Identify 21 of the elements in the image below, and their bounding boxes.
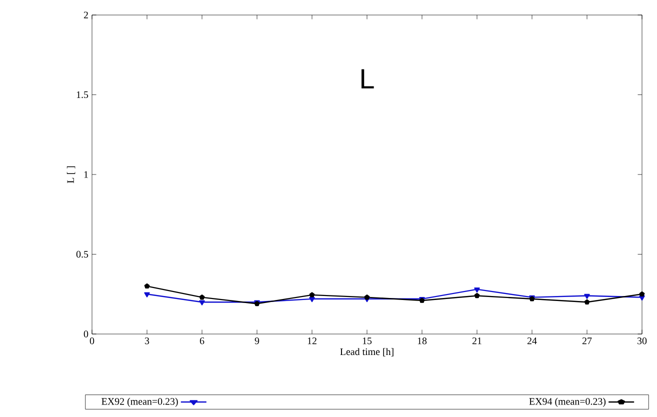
x-tick-label: 15 bbox=[362, 338, 372, 344]
legend-label: EX92 (mean=0.23) bbox=[102, 398, 178, 407]
y-tick-label: 1.5 bbox=[76, 91, 88, 98]
y-tick-label: 1 bbox=[84, 171, 88, 178]
x-tick-label: 18 bbox=[418, 338, 427, 344]
y-tick-label: 0 bbox=[84, 330, 88, 338]
x-axis-title: Lead time [h] bbox=[340, 348, 394, 356]
y-tick-label: 2 bbox=[84, 12, 88, 18]
x-tick-label: 0 bbox=[90, 338, 94, 344]
annotation: L bbox=[362, 69, 374, 88]
x-tick-label: 12 bbox=[308, 338, 316, 344]
x-tick-label: 3 bbox=[144, 338, 150, 344]
x-tick-label: 21 bbox=[472, 338, 482, 344]
y-tick-label: 0.5 bbox=[76, 250, 88, 258]
y-axis-title: L [ ] bbox=[66, 166, 76, 184]
x-tick-label: 6 bbox=[200, 338, 204, 344]
x-tick-label: 9 bbox=[254, 338, 260, 344]
x-tick-label: 24 bbox=[527, 338, 537, 344]
x-tick-label: 27 bbox=[582, 338, 592, 344]
legend-label: EX94 (mean=0.23) bbox=[529, 398, 606, 407]
x-tick-label: 30 bbox=[638, 338, 647, 344]
